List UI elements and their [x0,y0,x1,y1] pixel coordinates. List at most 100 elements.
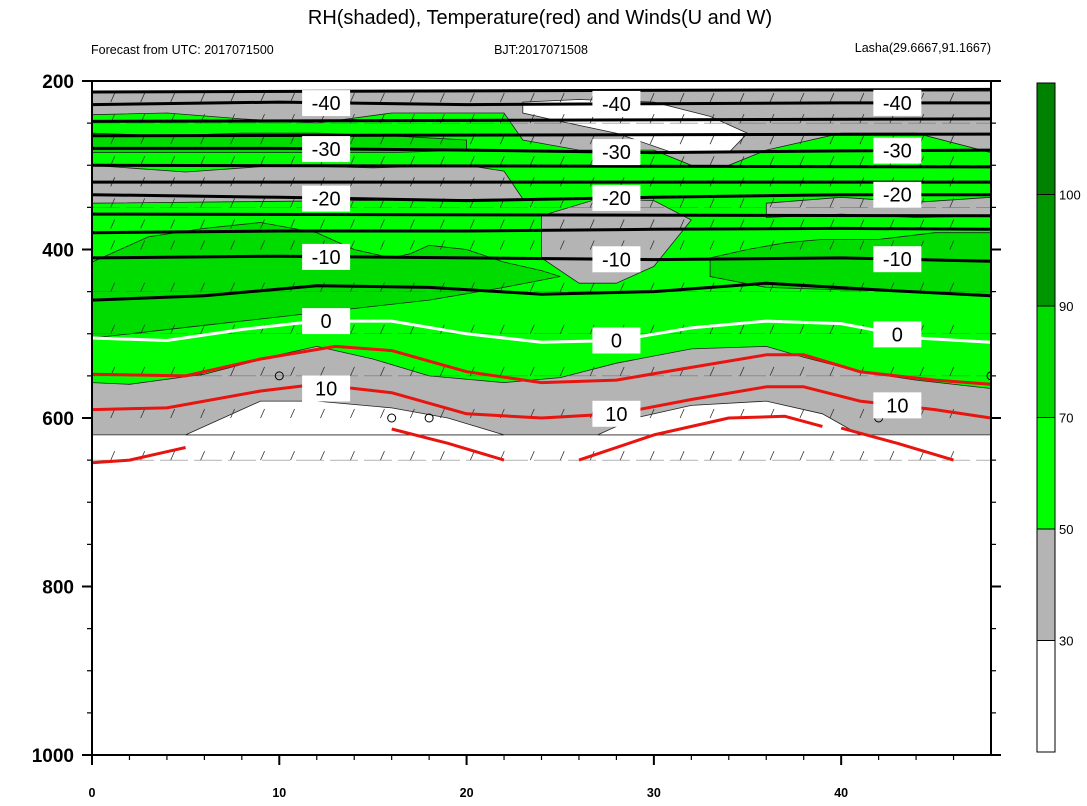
wind-barb [589,324,595,334]
wind-barb [739,156,745,166]
wind-barb [769,92,775,103]
wind-barbs [110,92,991,461]
wind-barb [919,282,925,292]
wind-barb [499,135,505,145]
contour-label: 0 [302,308,351,335]
wind-barb [769,240,775,250]
wind-barb [350,219,355,229]
wind-barb [200,324,205,334]
wind-barb [110,240,116,250]
contour-label: 0 [873,321,922,348]
wind-barb [799,92,805,103]
wind-barb [140,219,146,229]
contour-label-box [592,90,641,117]
wind-barb [140,408,146,419]
wind-barb [889,219,895,229]
wind-barb [859,156,865,166]
wind-barb [350,324,355,334]
wind-barb [140,324,146,334]
contour-label-box [302,90,351,117]
calm-wind-circle [424,413,434,423]
wind-barb [170,240,176,250]
colorbar-label: 100 [1059,188,1081,203]
wind-barb [589,219,595,229]
wind-barb [290,366,295,377]
wind-barb [410,240,415,250]
wind-barb [320,366,325,377]
wind-barb [260,219,265,229]
wind-barb [260,240,265,250]
wind-barb [709,135,715,145]
wind-barb [290,450,295,461]
wind-barb [200,240,205,250]
temperature-contour [391,427,505,462]
wind-barb [200,92,205,103]
wind-barb [919,450,925,461]
wind-barb [439,92,445,103]
contour-label: -20 [592,184,641,211]
contour-label-text: -30 [602,142,631,164]
contour-label: -40 [302,90,351,117]
wind-barb [170,198,176,208]
wind-barb [230,450,235,461]
wind-barb [919,156,925,166]
wind-barb [439,240,445,250]
wind-barb [949,366,955,377]
contour-label: 10 [592,400,641,427]
wind-barb [949,92,955,103]
contour-label-text: -10 [883,249,912,271]
wind-barb [230,408,235,419]
wind-barb [230,219,235,229]
wind-barb [619,450,625,461]
wind-barb [859,324,865,334]
wind-barb [110,282,116,292]
wind-barb [799,240,805,250]
wind-barb [859,450,865,461]
wind-barb [170,156,176,166]
wind-barb [679,240,685,250]
wind-barb [290,324,295,334]
wind-barb [110,92,116,103]
wind-barb [380,240,385,250]
wind-barb [619,282,625,292]
wind-barb [170,408,176,419]
x-tick-label: 20 [460,786,474,800]
contour-label-text: -30 [312,139,341,161]
temperature-contour [92,163,991,169]
contour-label-box [873,392,922,419]
y-tick-label: 800 [42,578,74,599]
wind-barb [410,156,415,166]
wind-barb [290,408,295,419]
wind-barb [230,156,235,166]
wind-barb [709,366,715,377]
wind-barb [529,366,535,377]
wind-barb [140,92,146,103]
contour-label-text: -10 [602,249,631,271]
wind-barb [739,240,745,250]
wind-barb [739,92,745,103]
wind-barb [859,198,865,208]
wind-barb [499,282,505,292]
contour-label-box [873,321,922,348]
temperature-contour [92,319,991,344]
temperature-contour [92,344,991,386]
temperature-contour [92,117,991,123]
y-tick-label: 200 [42,72,74,93]
contour-label-box [302,375,351,402]
wind-barb [499,92,505,103]
wind-barb [859,408,865,419]
wind-barb [709,156,715,166]
wind-barb [919,219,925,229]
temperature-contour [92,146,991,155]
wind-barb [769,324,775,334]
wind-barb [829,324,835,334]
wind-barb [290,219,295,229]
wind-barb [380,92,385,103]
wind-barb [230,366,235,377]
wind-barb [200,219,205,229]
temperature-contour [92,132,991,138]
wind-barb [140,156,146,166]
wind-barb [469,92,475,103]
wind-barb [949,198,955,208]
wind-barb [170,282,176,292]
